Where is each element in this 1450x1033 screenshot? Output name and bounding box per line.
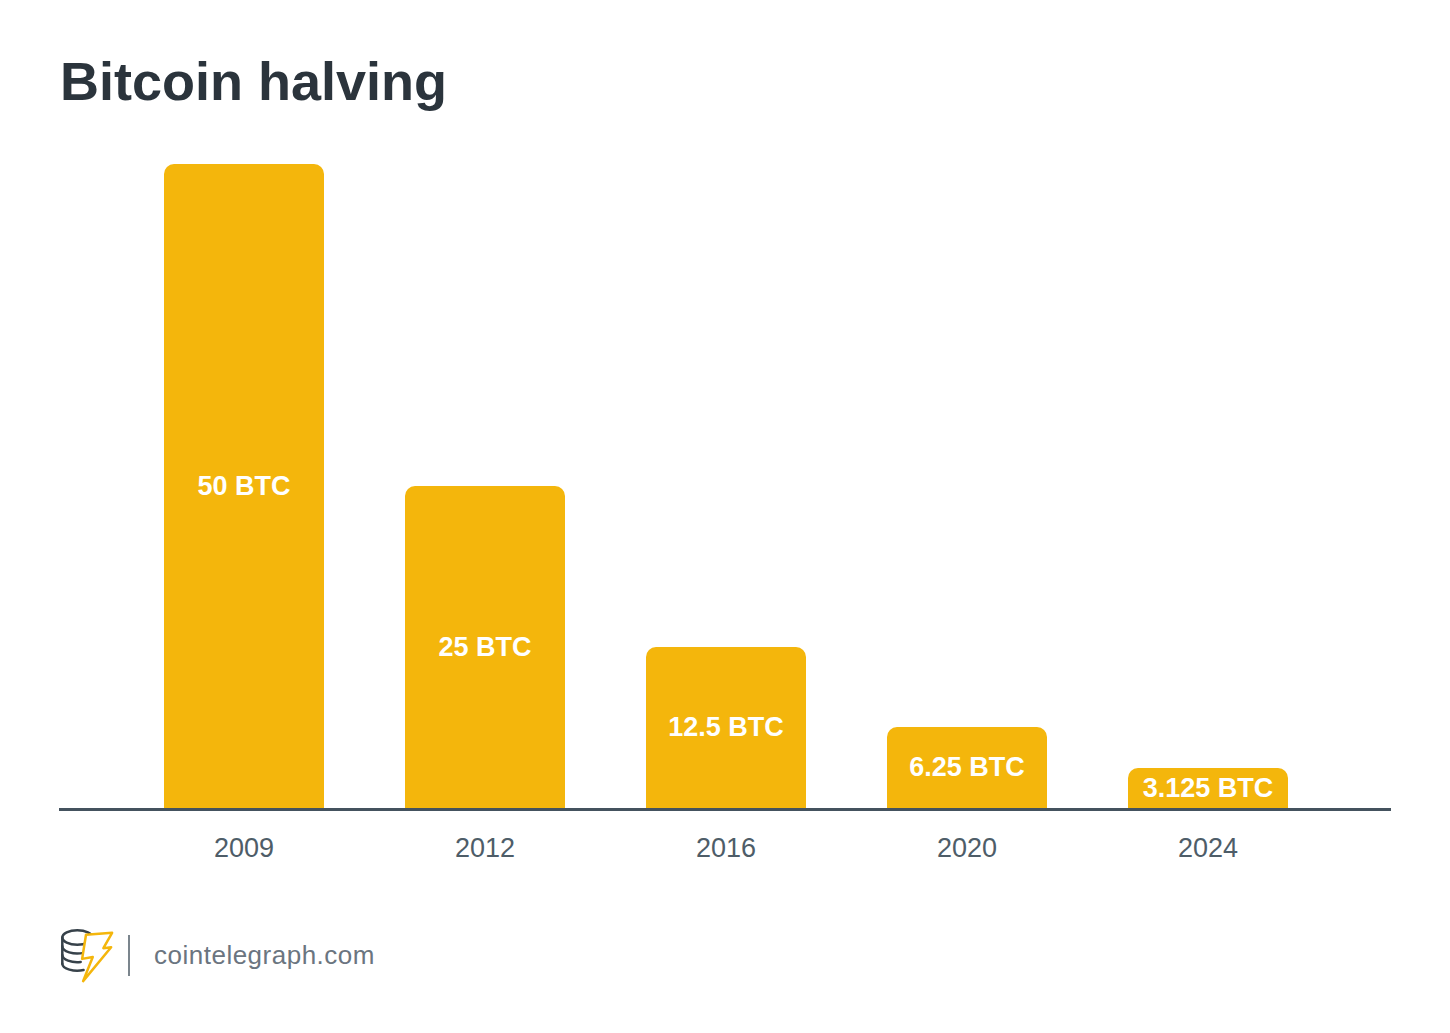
bar-value-label: 3.125 BTC (1143, 775, 1274, 802)
bar-value-label: 6.25 BTC (909, 754, 1025, 781)
bar-2009: 50 BTC (164, 164, 324, 808)
x-axis-line (59, 808, 1391, 811)
bar-2024: 3.125 BTC (1128, 768, 1288, 808)
bar-chart: 50 BTC 2009 25 BTC 2012 12.5 BTC 2016 6.25 BTC… (0, 0, 1450, 1033)
infographic-canvas: Bitcoin halving 50 BTC200925 BTC201212.5… (0, 0, 1450, 1033)
x-axis-label-2009: 2009 (214, 833, 274, 864)
x-axis-label-2012: 2012 (455, 833, 515, 864)
footer: cointelegraph.com (57, 924, 375, 986)
x-axis-label-2024: 2024 (1178, 833, 1238, 864)
bar-value-label: 50 BTC (197, 473, 290, 500)
x-axis-label-2020: 2020 (937, 833, 997, 864)
bar-2020: 6.25 BTC (887, 727, 1047, 808)
footer-divider (128, 935, 130, 976)
bar-2016: 12.5 BTC (646, 647, 806, 808)
bar-value-label: 12.5 BTC (668, 714, 784, 741)
cointelegraph-logo-icon (57, 925, 115, 985)
bar-value-label: 25 BTC (438, 634, 531, 661)
footer-site-name: cointelegraph.com (154, 940, 375, 971)
x-axis-label-2016: 2016 (696, 833, 756, 864)
bar-2012: 25 BTC (405, 486, 565, 808)
